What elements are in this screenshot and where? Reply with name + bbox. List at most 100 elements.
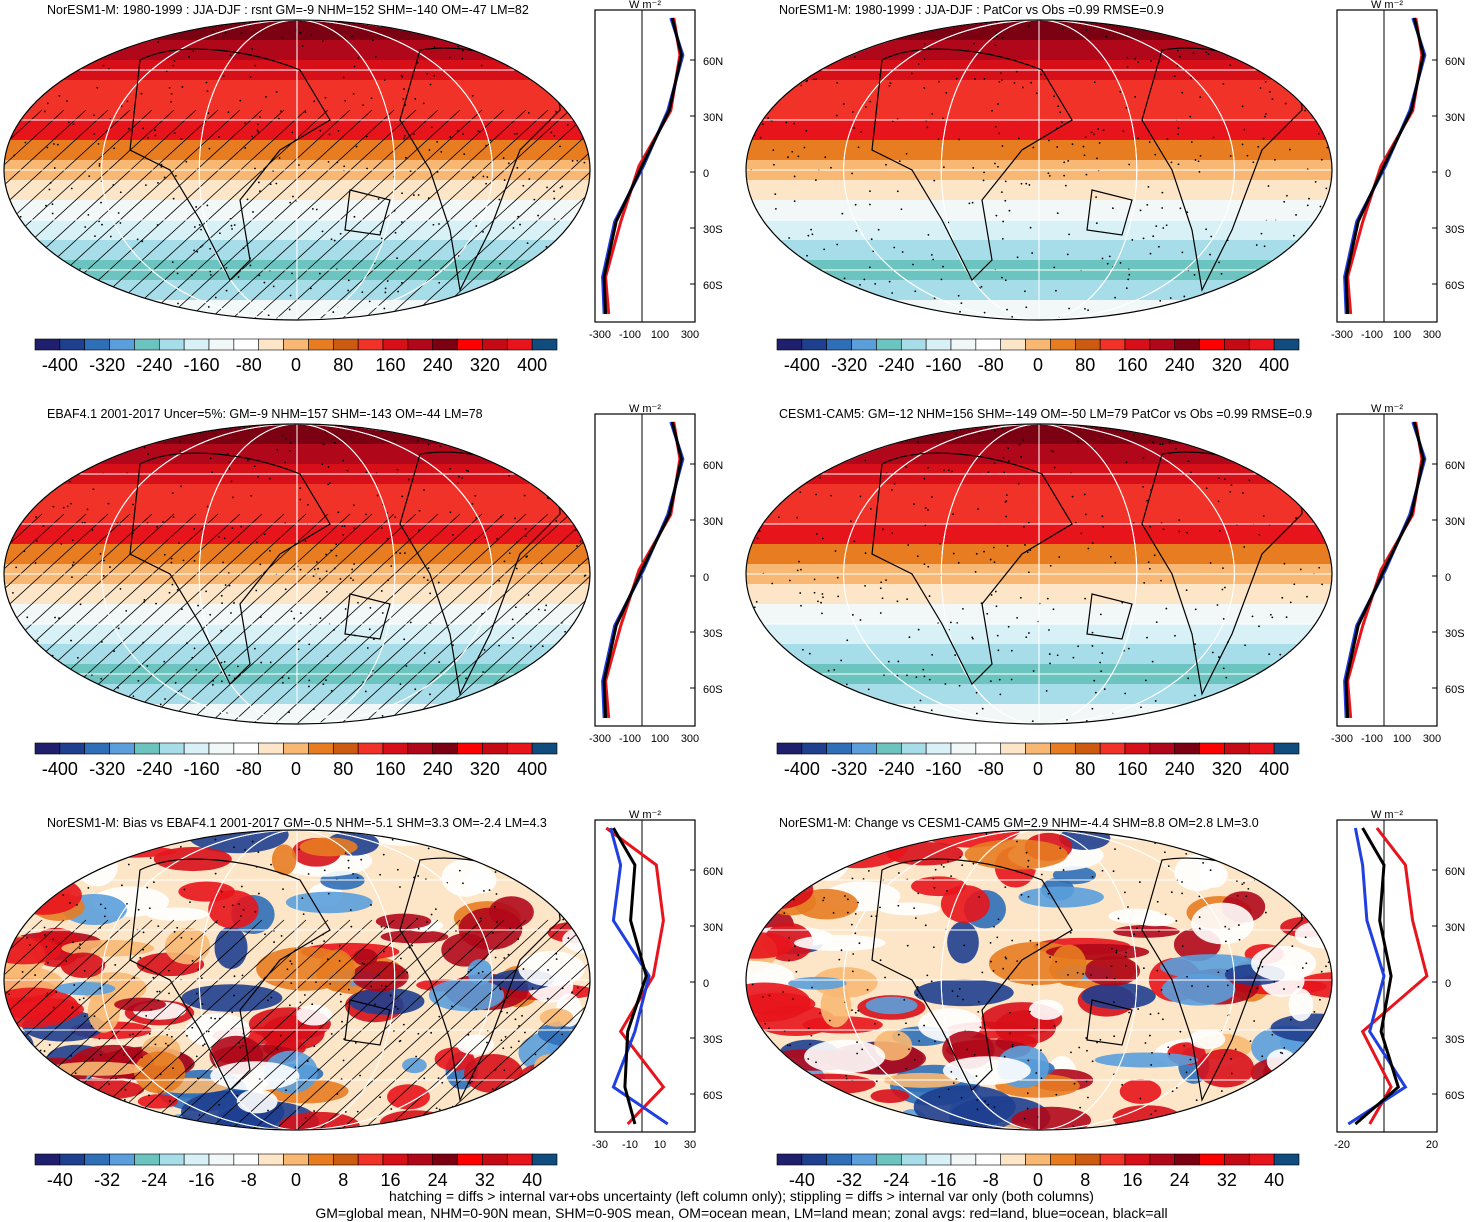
stipple-dot (298, 849, 300, 851)
stipple-dot (117, 522, 119, 524)
stipple-dot (932, 259, 934, 261)
stipple-dot (198, 1114, 200, 1116)
stipple-dot (27, 835, 29, 837)
stipple-dot (533, 306, 535, 308)
stipple-dot (383, 308, 385, 310)
stipple-dot (188, 56, 190, 58)
stipple-dot (923, 87, 925, 89)
stipple-dot (289, 960, 291, 962)
stipple-dot (771, 839, 773, 841)
stipple-dot (451, 17, 453, 19)
map-anomaly-blob (804, 1040, 885, 1074)
stipple-dot (132, 504, 134, 506)
stipple-dot (47, 962, 49, 964)
stipple-dot (523, 968, 525, 970)
stipple-dot (232, 527, 234, 529)
stipple-dot (1174, 75, 1176, 77)
stipple-dot (978, 1001, 980, 1003)
colorbar-swatch (110, 1154, 135, 1165)
stipple-dot (41, 44, 43, 46)
colorbar-swatch (60, 339, 85, 350)
stipple-dot (34, 33, 36, 35)
map-field (0, 419, 740, 734)
stipple-dot (1291, 675, 1293, 677)
colorbar-swatch (85, 743, 110, 754)
stipple-dot (1095, 692, 1097, 694)
stipple-dot (874, 1023, 876, 1025)
stipple-dot (1203, 727, 1205, 729)
stipple-dot (977, 508, 979, 510)
stipple-dot (503, 157, 505, 159)
stipple-dot (1318, 664, 1320, 666)
stipple-dot (350, 909, 352, 911)
map-lat-band (742, 544, 1342, 565)
stipple-dot (96, 87, 98, 89)
colorbar-swatch (1224, 339, 1249, 350)
stipple-dot (802, 649, 804, 651)
stipple-dot (515, 606, 517, 608)
stipple-dot (1287, 276, 1289, 278)
stipple-dot (544, 29, 546, 31)
stipple-dot (1051, 450, 1053, 452)
stipple-dot (584, 162, 586, 164)
stipple-dot (196, 1055, 198, 1057)
stipple-dot (844, 278, 846, 280)
stipple-dot (1299, 1097, 1301, 1099)
stipple-dot (1212, 850, 1214, 852)
colorbar-label: 80 (1075, 759, 1095, 779)
stipple-dot (1113, 870, 1115, 872)
stipple-dot (830, 319, 832, 321)
stipple-dot (751, 715, 753, 717)
stipple-dot (224, 661, 226, 663)
map-anomaly-blob (782, 841, 822, 863)
stipple-dot (758, 1051, 760, 1053)
stipple-dot (1072, 496, 1074, 498)
stipple-dot (809, 1043, 811, 1045)
stipple-dot (177, 419, 179, 421)
hatch-line (682, 514, 740, 734)
stipple-dot (1271, 41, 1273, 43)
stipple-dot (1058, 556, 1060, 558)
stipple-dot (1053, 1025, 1055, 1027)
stipple-dot (1305, 936, 1307, 938)
colorbar-label: -240 (878, 759, 914, 779)
stipple-dot (840, 454, 842, 456)
map-anomaly-blob (1175, 1112, 1212, 1145)
stipple-dot (155, 1044, 157, 1046)
stipple-dot (931, 254, 933, 256)
stipple-dot (1198, 895, 1200, 897)
stipple-dot (410, 622, 412, 624)
stipple-dot (403, 1024, 405, 1026)
colorbar-label: 0 (291, 355, 301, 375)
stipple-dot (880, 1124, 882, 1126)
stipple-dot (1077, 972, 1079, 974)
stipple-dot (429, 693, 431, 695)
stipple-dot (1225, 940, 1227, 942)
stipple-dot (1020, 597, 1022, 599)
stipple-dot (498, 287, 500, 289)
stipple-dot (397, 469, 399, 471)
stipple-dot (546, 186, 548, 188)
stipple-dot (177, 837, 179, 839)
colorbar-label: 40 (1264, 1170, 1284, 1190)
stipple-dot (1265, 81, 1267, 83)
stipple-dot (73, 984, 75, 986)
stipple-dot (1263, 31, 1265, 33)
colorbar-swatch (827, 339, 852, 350)
stipple-dot (1218, 262, 1220, 264)
stipple-dot (232, 905, 234, 907)
colorbar-swatch (827, 1154, 852, 1165)
stipple-dot (907, 544, 909, 546)
stipple-dot (994, 430, 996, 432)
stipple-dot (1321, 159, 1323, 161)
stipple-dot (231, 480, 233, 482)
stipple-dot (504, 179, 506, 181)
stipple-dot (68, 425, 70, 427)
stipple-dot (1221, 1090, 1223, 1092)
stipple-dot (390, 565, 392, 567)
stipple-dot (528, 112, 530, 114)
colorbar-swatch (976, 743, 1001, 754)
stipple-dot (171, 19, 173, 21)
stipple-dot (755, 67, 757, 69)
map-anomaly-blob (1081, 983, 1155, 1009)
